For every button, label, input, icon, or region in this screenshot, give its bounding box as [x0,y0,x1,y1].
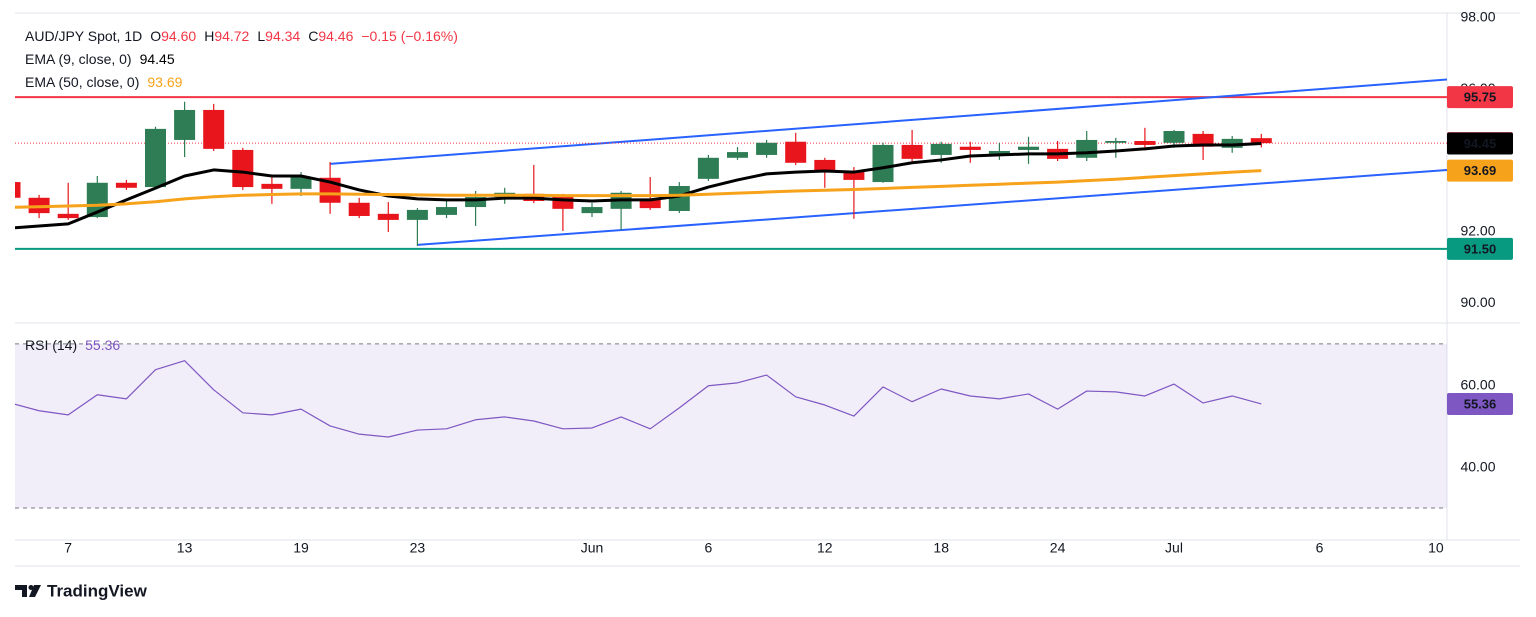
y-tick-label: 98.00 [1460,8,1495,24]
candle-body [697,157,719,179]
ema-line [15,142,1262,230]
candle-body [465,197,487,208]
price-tag-label: 95.75 [1464,90,1497,105]
candle-body [203,109,225,149]
candle-body [115,182,137,188]
price-tag-label: 55.36 [1464,396,1497,411]
x-tick-label: 6 [705,540,713,556]
brand: TradingView [47,581,148,600]
price-tag [1447,392,1513,415]
x-tick-label: 10 [1428,540,1444,556]
candle-body [232,149,254,188]
candle-body [15,182,21,198]
ohlc-key: L [257,28,265,44]
candle-body [406,209,428,220]
candle-body [1163,131,1185,143]
candle-body [1076,139,1098,158]
rsi-panel [15,343,1447,509]
logo-mark [15,585,27,597]
candle-body [872,144,894,183]
price-tag [1447,159,1513,182]
candle-body [145,128,166,188]
x-tick-label: Jul [1165,540,1183,556]
candle-body [174,109,196,140]
x-tick-label: Jun [581,540,604,556]
candle-body [57,213,79,219]
x-tick-label: 23 [410,540,426,556]
y-tick-label: 90.00 [1460,294,1495,310]
header: AUD/JPY Spot, 1D O94.60 H94.72 L94.34 C94.46… [25,28,458,44]
candle-body [377,213,399,220]
legend-entry: EMA (9, close, 0) 94.45 [25,51,175,67]
price-tag [1447,132,1513,155]
candle-body [1105,141,1127,143]
legend-entry: EMA (50, close, 0) 93.69 [25,74,183,90]
candle-body [261,183,283,189]
ohlc-value: 94.60 [161,28,196,44]
ohlc-key: H [204,28,214,44]
legend-value: 94.45 [140,51,175,67]
candle-body [1134,141,1156,145]
x-tick-label: 18 [933,540,949,556]
legend-value: 55.36 [85,337,120,353]
candle-body [727,152,748,158]
trend-line [330,78,1447,165]
candle-body [290,177,312,189]
price-tag [1447,237,1513,260]
candle-body [348,202,370,216]
y-tick-label: 60.00 [1460,377,1495,393]
legend-entry: RSI (14) 55.36 [25,337,120,353]
price-tag [1447,86,1513,109]
candle-body [814,159,836,171]
logo [15,585,41,597]
x-tick-label: 19 [293,540,309,556]
legend-value: 93.69 [147,74,182,90]
ohlc-value: 94.46 [318,28,353,44]
y-tick-label: 40.00 [1460,459,1495,475]
rsi-line [15,360,1262,438]
rsi-band [15,343,1447,508]
logo-mark [28,585,34,590]
candle-body [843,170,865,180]
candle-body [959,146,981,150]
legend-name: RSI (14) [25,337,77,353]
ohlc-key: O [150,28,161,44]
candle-body [436,207,457,215]
candle-body [901,144,923,159]
candle-body [639,198,661,209]
price-panel [15,78,1447,250]
x-tick-label: 7 [64,540,72,556]
logo-mark [29,585,41,597]
change: −0.15 (−0.16%) [361,28,458,44]
ohlc-value: 94.72 [214,28,249,44]
price-tag-label: 93.69 [1464,163,1497,178]
candle-body [930,143,952,155]
candle-body [756,142,778,155]
y-tick-label: 92.00 [1460,223,1495,239]
trend-line [417,168,1447,246]
candle-body [1018,146,1039,150]
ohlc-value: 94.34 [265,28,300,44]
candle-body [785,141,807,163]
x-tick-label: 24 [1050,540,1066,556]
candle-body [581,207,603,214]
x-tick-label: 12 [817,540,833,556]
price-tag-label: 91.50 [1464,241,1497,256]
x-tick-label: 6 [1316,540,1324,556]
candle-body [1250,138,1272,144]
ema-line [15,169,1262,209]
legend-name: EMA (9, close, 0) [25,51,132,67]
price-tag-label: 94.45 [1464,136,1497,151]
candle-body [668,185,690,211]
ohlc-key: C [308,28,318,44]
legend-name: EMA (50, close, 0) [25,74,139,90]
symbol: AUD/JPY Spot, 1D [25,28,142,44]
candle-body [1221,138,1243,148]
x-tick-label: 13 [177,540,193,556]
candle-body [552,197,574,209]
